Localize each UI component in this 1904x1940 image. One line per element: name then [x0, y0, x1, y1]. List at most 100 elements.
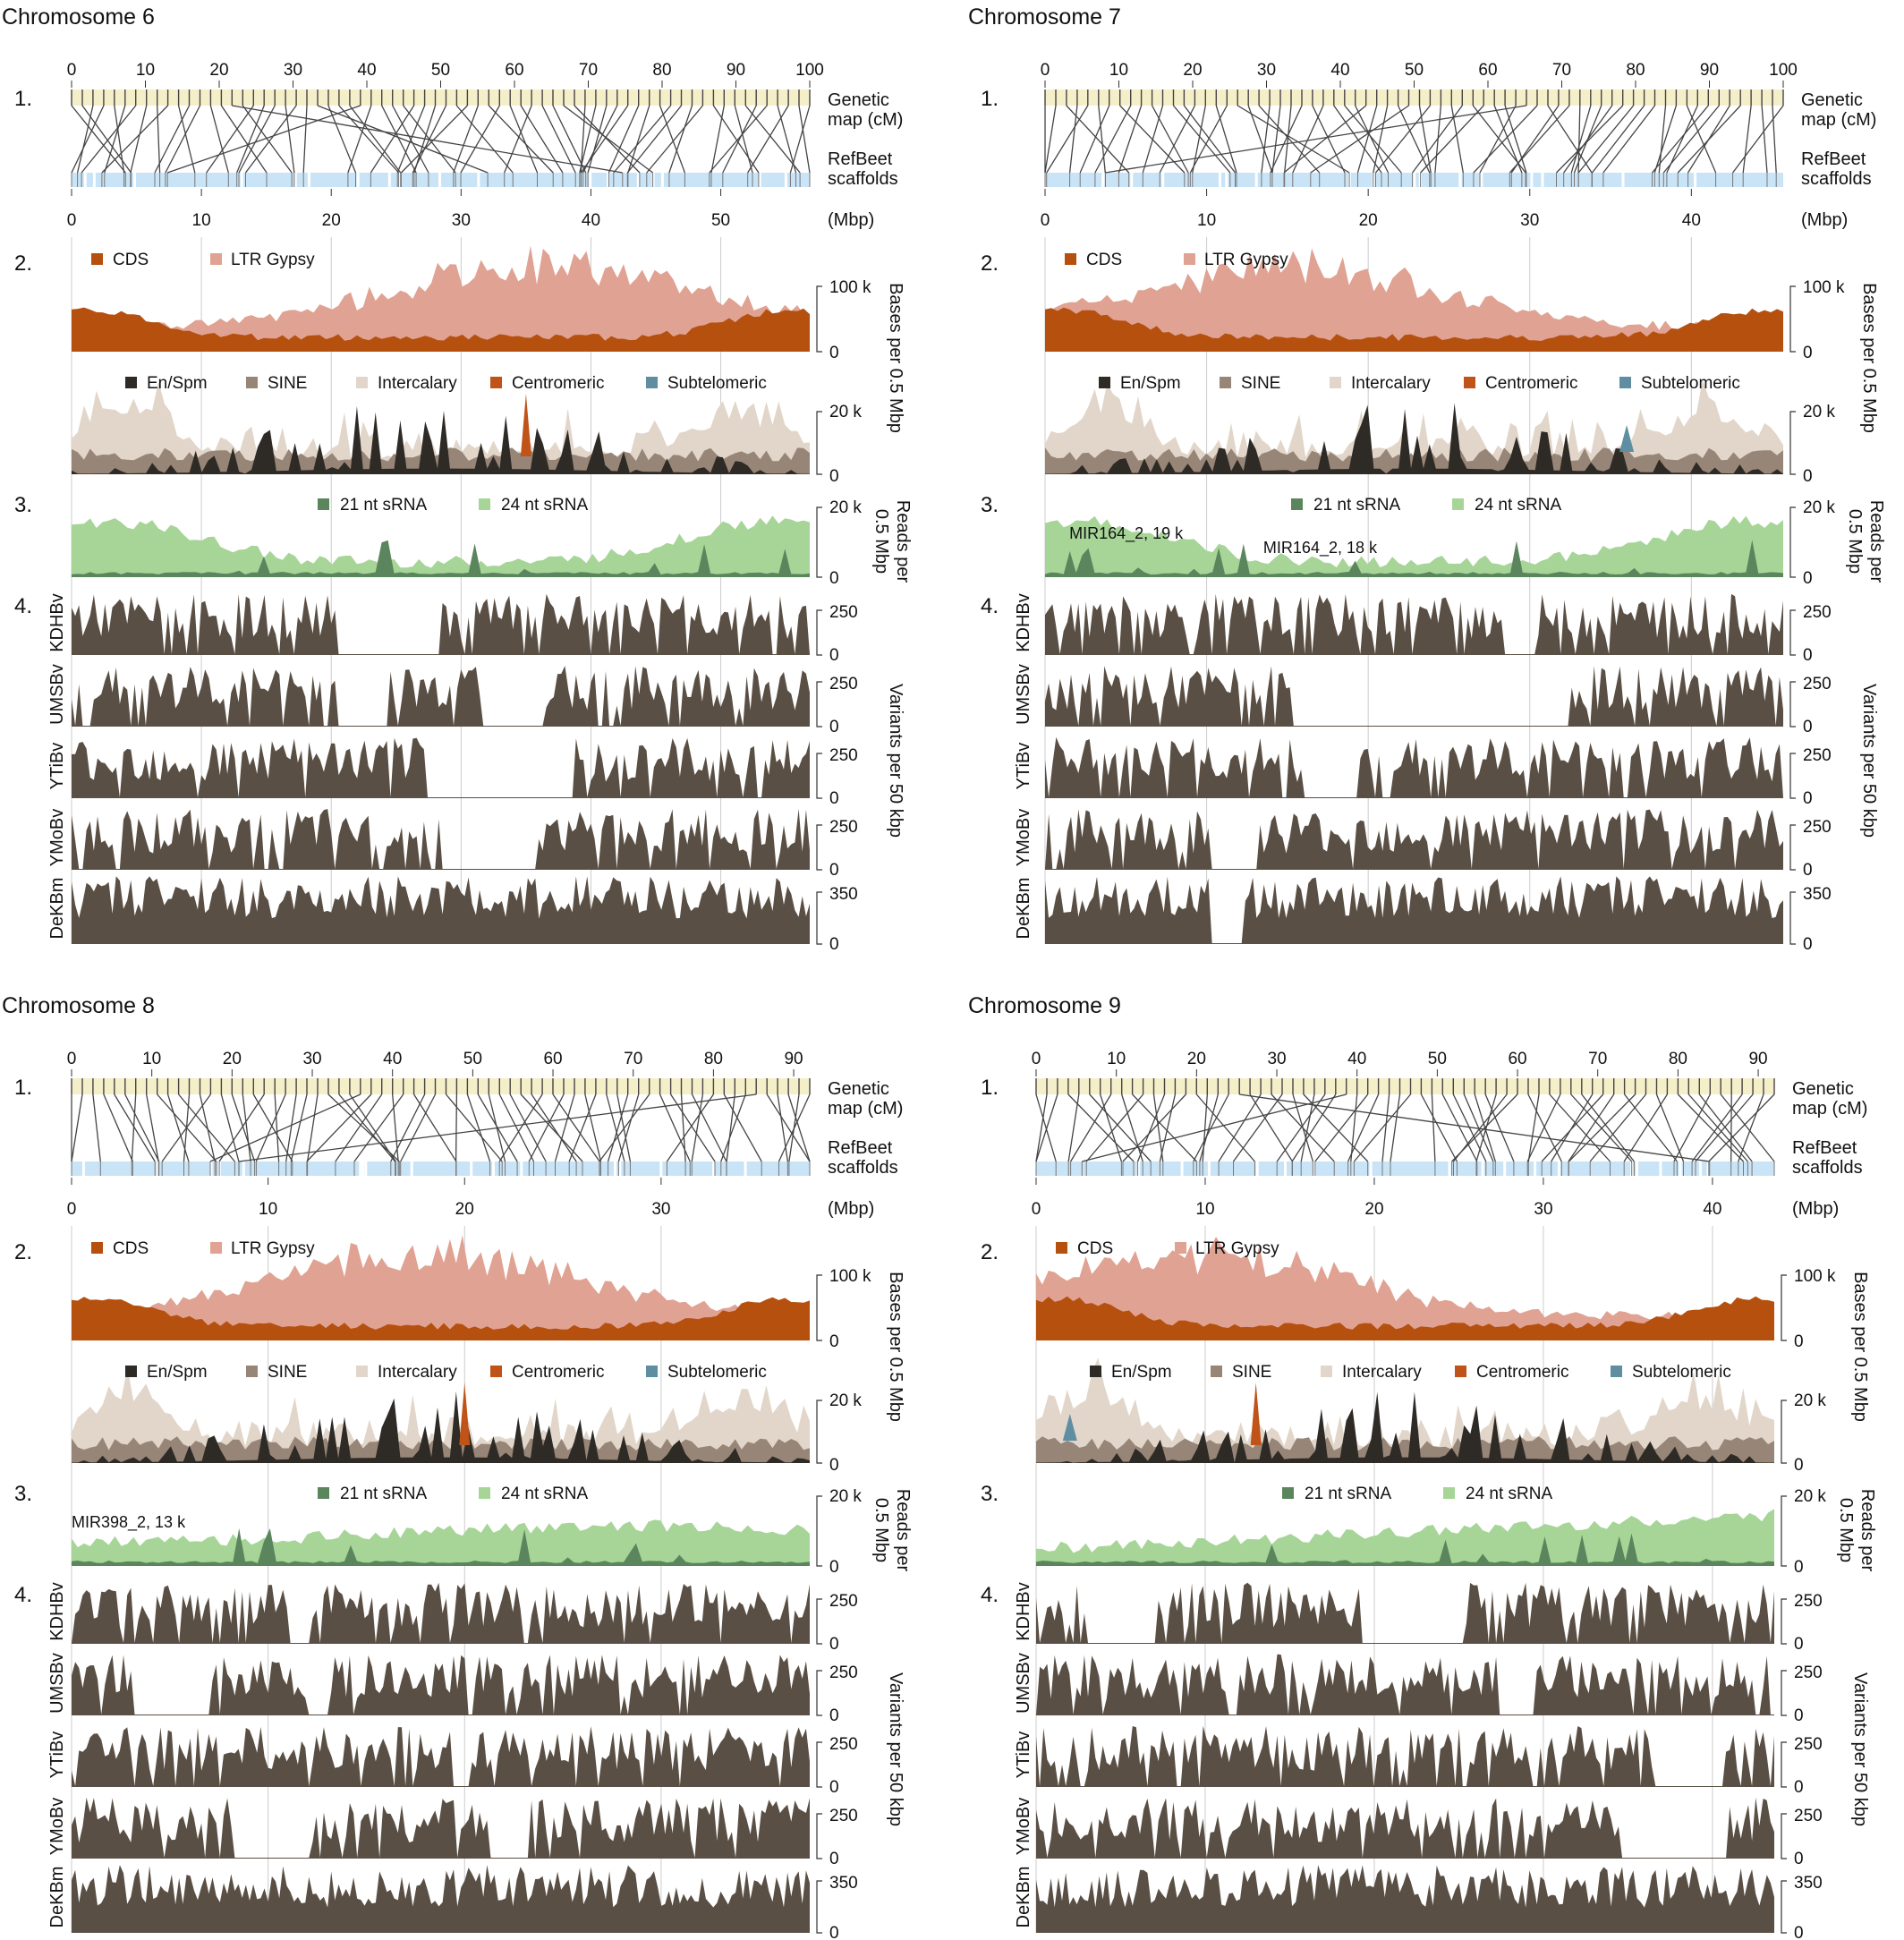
variant-track: [72, 876, 810, 944]
marker-link: [1658, 105, 1667, 174]
marker-link: [1431, 1093, 1436, 1162]
y-tick-20k: 20 k: [829, 1391, 862, 1410]
marker-link: [1271, 105, 1281, 174]
scaffold-label: RefBeet: [1792, 1138, 1857, 1158]
legend-ltr-swatch: [210, 1242, 222, 1254]
variant-y-axis: [1781, 1880, 1787, 1934]
y-tick-20k: 20 k: [1794, 1487, 1826, 1506]
cds-area: [1045, 307, 1783, 352]
accession-label: YTiBv: [1014, 743, 1033, 790]
physical-tick-label: 0: [1032, 1200, 1041, 1219]
variant-y-tick: 250: [829, 675, 858, 693]
marker-link: [1215, 105, 1237, 174]
marker-link: [239, 1093, 757, 1162]
genetic-tick-label: 100: [1769, 61, 1798, 80]
genetic-tick-label: 30: [284, 61, 302, 80]
marker-link: [1504, 105, 1527, 174]
marker-link: [1381, 1093, 1390, 1162]
marker-link: [552, 1093, 600, 1162]
repeat-y-axis: [816, 411, 822, 475]
marker-link: [349, 1093, 396, 1162]
step-label: 3.: [14, 1482, 32, 1506]
marker-link: [509, 1093, 547, 1162]
marker-link: [400, 105, 468, 174]
panel-title: Chromosome 7: [968, 4, 1121, 30]
y-tick-0: 0: [1803, 467, 1813, 486]
legend-centromeric: Centromeric: [512, 374, 604, 393]
marker-link: [81, 105, 137, 174]
y-tick-0: 0: [829, 718, 839, 736]
y-tick-100k: 100 k: [1803, 278, 1845, 297]
mbp-unit-label: (Mbp): [828, 210, 874, 230]
srna-y-axis: [1789, 506, 1796, 578]
marker-link: [520, 1093, 583, 1162]
variant-track: [1036, 1654, 1774, 1715]
reads-axis-label: 0.5 Mbp: [871, 1498, 891, 1562]
variants-axis-label: Variants per 50 kbp: [886, 684, 905, 838]
scaffold-label: scaffolds: [828, 169, 898, 189]
variant-y-tick: 250: [1803, 746, 1832, 765]
y-tick-0: 0: [1794, 1778, 1804, 1797]
scaffold-gap: [361, 1161, 365, 1176]
variant-y-tick: 250: [1803, 818, 1832, 837]
marker-link: [1602, 105, 1656, 174]
marker-link: [659, 105, 686, 174]
ltr-gypsy-area: [72, 245, 810, 352]
variant-track: [1045, 666, 1783, 727]
marker-link: [220, 105, 268, 174]
marker-link: [209, 1093, 361, 1162]
bases-y-axis: [1781, 1274, 1787, 1341]
cds-area: [1036, 1296, 1774, 1340]
marker-link: [1708, 1093, 1775, 1162]
marker-link: [723, 1093, 762, 1162]
genetic-tick-label: 80: [652, 61, 671, 80]
marker-link: [488, 105, 554, 174]
legend-srna24: 24 nt sRNA: [501, 1485, 588, 1503]
step-label: 1.: [14, 1076, 32, 1100]
marker-link: [1276, 1093, 1326, 1162]
reads-axis-label: Reads per: [893, 1489, 913, 1572]
marker-link: [1720, 1093, 1775, 1162]
scaffold-gap: [1413, 173, 1416, 187]
physical-tick-label: 20: [1364, 1200, 1383, 1219]
scaffold-gap: [81, 1161, 85, 1176]
marker-link: [1353, 1093, 1411, 1162]
marker-link: [726, 1093, 735, 1162]
marker-link: [1070, 1093, 1112, 1162]
variant-track: [72, 1582, 810, 1644]
variant-y-axis: [1789, 824, 1796, 871]
legend-sine: SINE: [1241, 374, 1280, 393]
accession-label: UMSBv: [1014, 1653, 1033, 1714]
genetic-tick-label: 40: [1330, 61, 1349, 80]
genetic-tick-label: 0: [67, 61, 77, 80]
legend-sine: SINE: [268, 1363, 307, 1382]
marker-link: [92, 1093, 101, 1162]
legend-ltr: LTR Gypsy: [1204, 251, 1288, 269]
genetic-tick-label: 70: [624, 1050, 642, 1068]
variant-track: [72, 1797, 810, 1859]
variant-y-tick: 250: [829, 746, 858, 765]
variant-y-axis: [1781, 1813, 1787, 1859]
accession-label: DeKBm: [47, 1867, 67, 1928]
legend-ltr: LTR Gypsy: [231, 251, 315, 269]
marker-link: [617, 1093, 640, 1162]
y-tick-20k: 20 k: [829, 403, 862, 421]
marker-link: [166, 105, 361, 174]
scaffold-gap: [1530, 173, 1534, 187]
variant-y-axis: [1789, 891, 1796, 945]
marker-link: [1035, 1093, 1057, 1162]
marker-link: [370, 105, 415, 174]
marker-link: [574, 105, 641, 174]
genetic-tick-label: 0: [67, 1050, 77, 1068]
marker-link: [1291, 1093, 1337, 1162]
chromosome-panel: Chromosome 9 1. 0 10 20 30 40 50 60 70 80 90 Genetic…: [968, 993, 1877, 1940]
marker-link: [274, 1093, 280, 1162]
genetic-tick-label: 10: [1109, 61, 1128, 80]
marker-link: [1527, 1093, 1540, 1162]
marker-link: [1152, 1093, 1164, 1162]
genetic-tick-label: 50: [1405, 61, 1424, 80]
marker-link: [306, 1093, 319, 1162]
genetic-tick-label: 30: [1257, 61, 1276, 80]
genetic-tick-label: 50: [463, 1050, 482, 1068]
y-tick-0: 0: [1794, 1456, 1804, 1475]
